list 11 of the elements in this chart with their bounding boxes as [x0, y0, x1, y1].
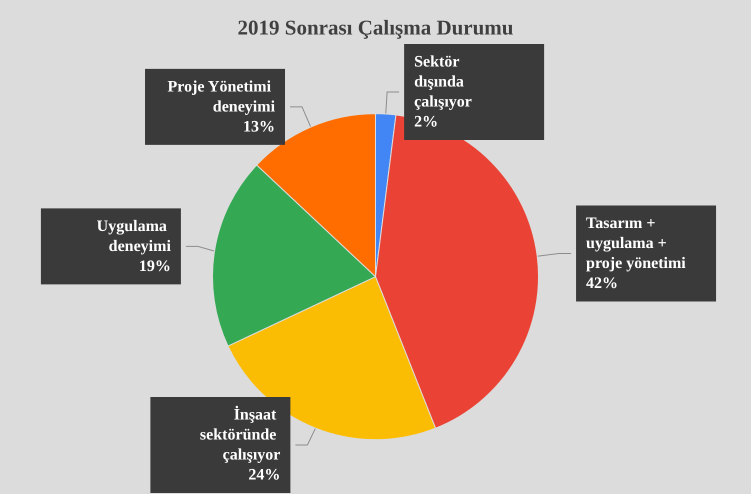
data-label: 2%	[414, 113, 438, 130]
chart-title: 2019 Sonrası Çalışma Durumu	[238, 16, 514, 40]
data-label: 13%	[243, 118, 276, 136]
slice-label: İnşaat sektöründe çalışıyor	[200, 406, 280, 464]
data-label: 19%	[138, 258, 171, 275]
slice-label: Sektör dışında çalışıyor	[414, 53, 472, 110]
slice-label: Uygulama deneyimi	[96, 218, 172, 255]
slice-label: Tasarım + uygulama + proje yönetimi	[586, 214, 686, 272]
data-label: 42%	[586, 274, 618, 292]
slice-label: Proje Yönetimi deneyimi	[167, 78, 276, 116]
data-label: 24%	[248, 466, 280, 484]
